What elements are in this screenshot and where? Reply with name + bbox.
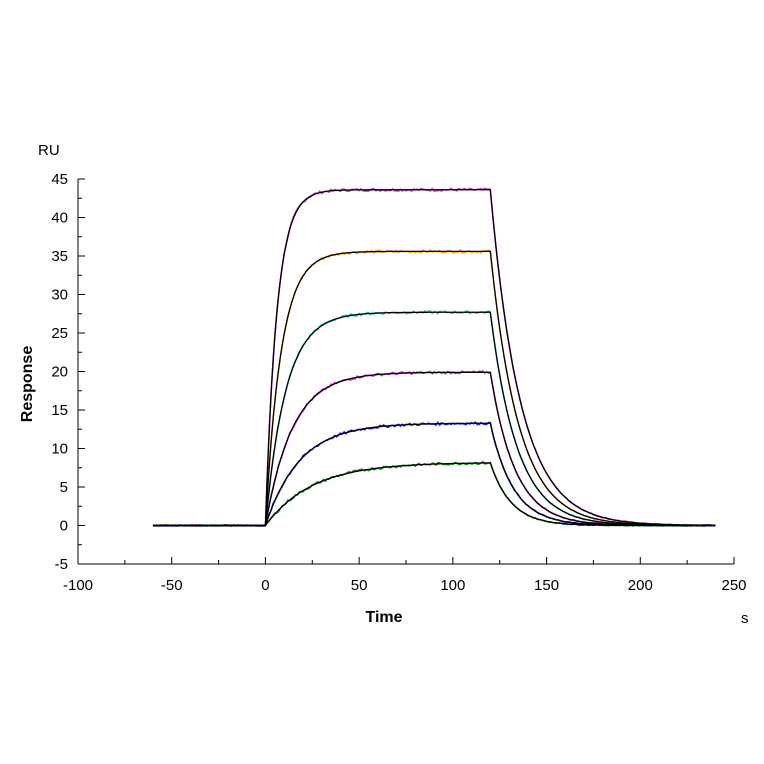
fit-curve xyxy=(152,371,716,527)
data-curve xyxy=(152,370,716,527)
y-tick-label: 10 xyxy=(51,441,68,458)
y-tick-label: 15 xyxy=(51,402,68,419)
data-curve xyxy=(152,187,716,527)
y-unit-label: RU xyxy=(38,142,60,159)
y-tick-label: 0 xyxy=(60,518,68,535)
y-tick-label: 40 xyxy=(51,210,68,227)
curves xyxy=(152,187,716,528)
y-axis-title: Response xyxy=(19,346,36,423)
x-tick-label: 50 xyxy=(351,577,368,594)
x-tick-label: 200 xyxy=(628,577,653,594)
y-tick-label: 30 xyxy=(51,287,68,304)
x-tick-label: -100 xyxy=(63,577,93,594)
data-curve xyxy=(152,248,716,527)
data-curve xyxy=(152,309,716,528)
fit-curve xyxy=(152,189,716,527)
y-tick-label: 45 xyxy=(51,171,68,188)
fit-curve xyxy=(152,462,716,527)
data-curve xyxy=(152,421,716,527)
y-tick-label: 20 xyxy=(51,364,68,381)
fit-curve xyxy=(152,250,716,527)
y-tick-label: -5 xyxy=(55,556,68,573)
data-curve xyxy=(152,460,716,527)
x-tick-label: 0 xyxy=(261,577,269,594)
x-tick-label: 100 xyxy=(440,577,465,594)
y-tick-label: 5 xyxy=(60,479,68,496)
y-tick-label: 25 xyxy=(51,325,68,342)
x-tick-label: 250 xyxy=(721,577,746,594)
x-axis-title: Time xyxy=(365,609,402,626)
y-tick-label: 35 xyxy=(51,248,68,265)
x-unit-label: s xyxy=(741,610,749,627)
x-tick-label: -50 xyxy=(161,577,183,594)
x-tick-label: 150 xyxy=(534,577,559,594)
fit-curve xyxy=(152,311,716,527)
fit-curve xyxy=(152,422,716,527)
